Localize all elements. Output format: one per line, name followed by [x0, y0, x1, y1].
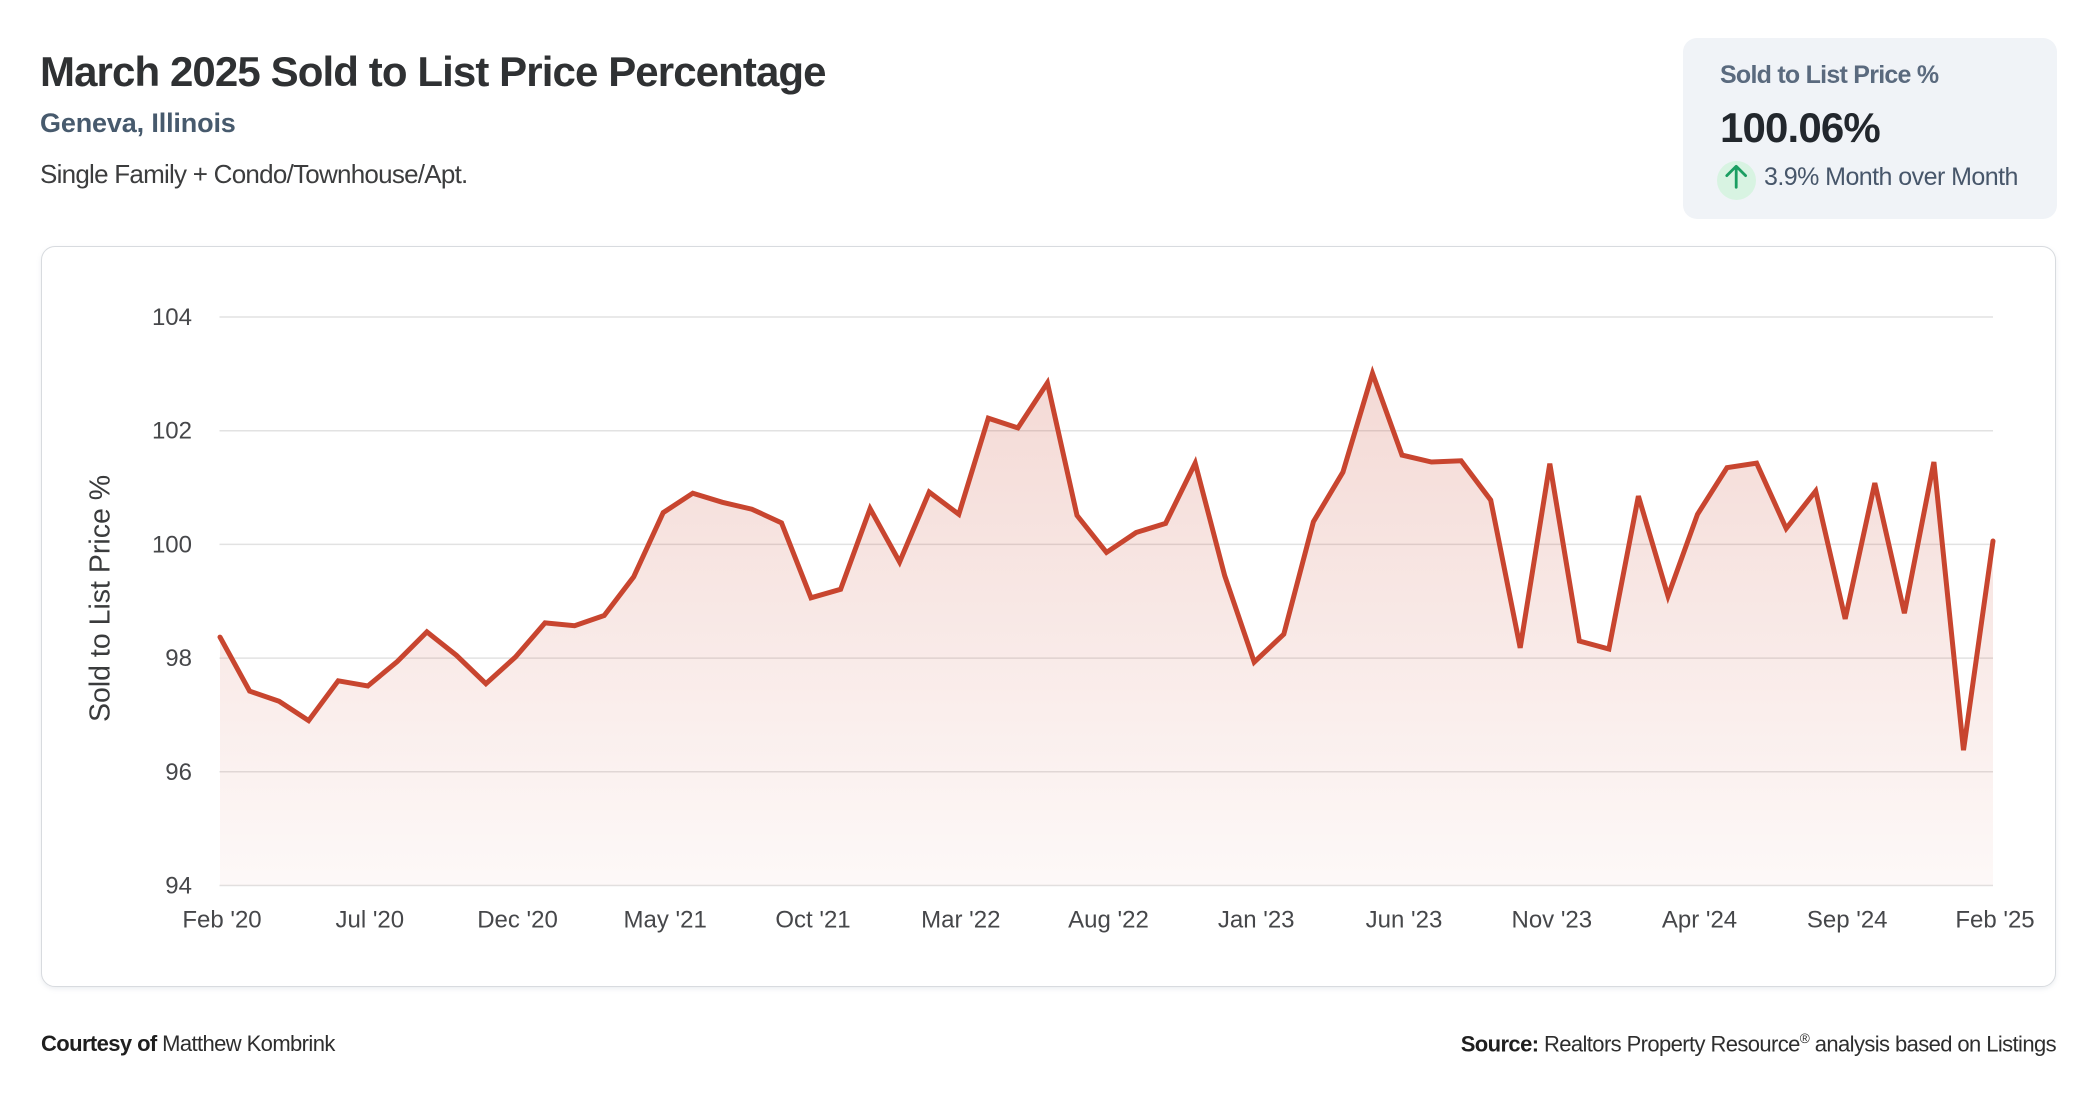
svg-text:Jul '20: Jul '20 [335, 907, 404, 934]
svg-text:Sep '24: Sep '24 [1807, 907, 1888, 934]
svg-text:Oct '21: Oct '21 [775, 907, 850, 934]
svg-text:Aug '22: Aug '22 [1068, 907, 1149, 934]
svg-text:98: 98 [165, 645, 192, 672]
svg-text:Feb '20: Feb '20 [182, 907, 261, 934]
svg-text:Jan '23: Jan '23 [1218, 907, 1295, 934]
svg-text:104: 104 [152, 304, 192, 331]
svg-text:Apr '24: Apr '24 [1662, 907, 1737, 934]
svg-text:94: 94 [165, 873, 192, 900]
svg-text:Feb '25: Feb '25 [1955, 907, 2034, 934]
svg-text:Sold to List Price %: Sold to List Price % [85, 475, 117, 722]
svg-text:May '21: May '21 [624, 907, 707, 934]
svg-text:Nov '23: Nov '23 [1511, 907, 1592, 934]
svg-text:Dec '20: Dec '20 [477, 907, 558, 934]
svg-text:Jun '23: Jun '23 [1366, 907, 1443, 934]
svg-text:102: 102 [152, 418, 192, 445]
svg-text:Mar '22: Mar '22 [921, 907, 1000, 934]
svg-text:96: 96 [165, 759, 192, 786]
svg-text:100: 100 [152, 531, 192, 558]
